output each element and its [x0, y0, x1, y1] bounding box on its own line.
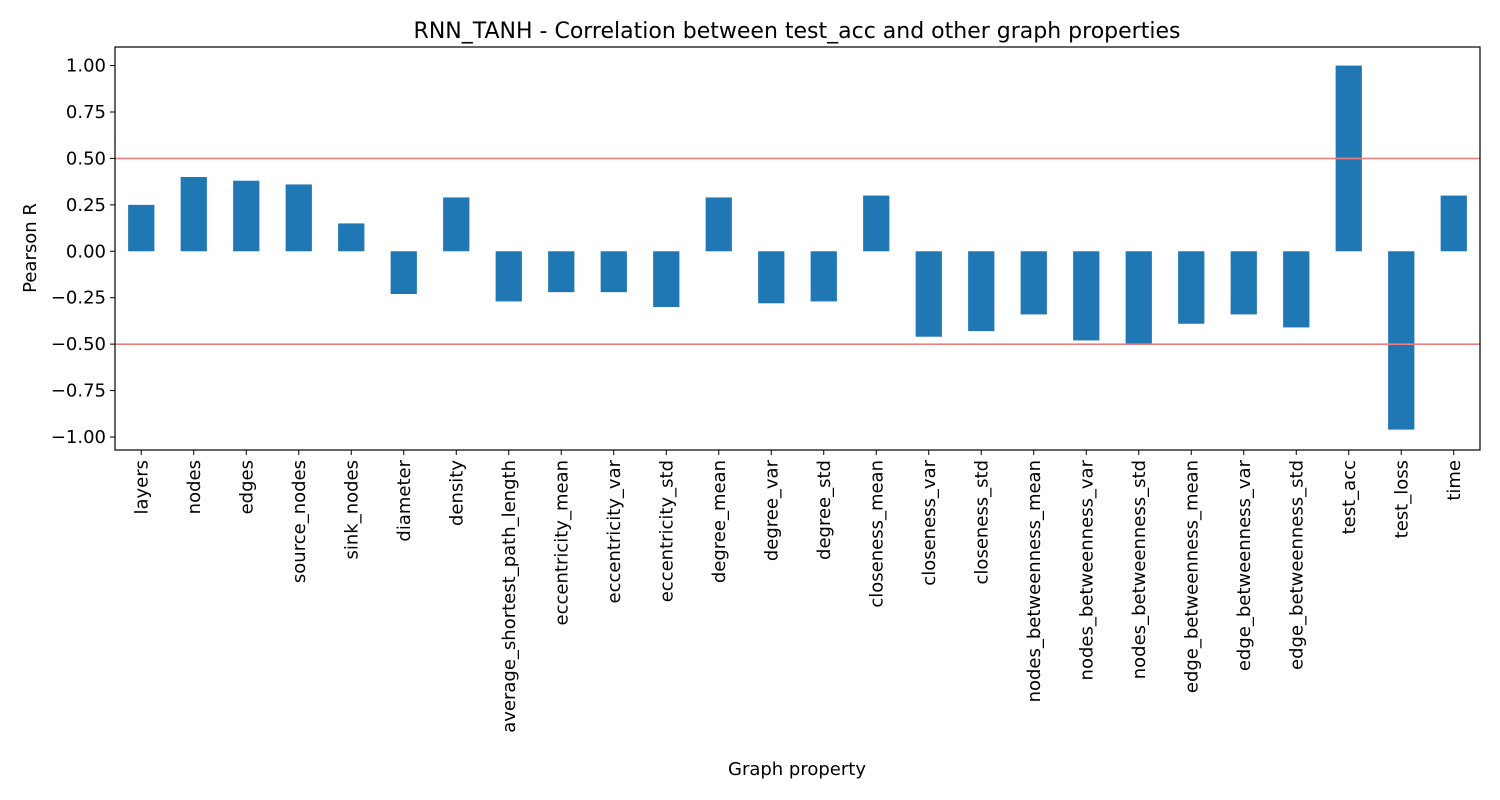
bar-nodes — [180, 177, 207, 252]
x-tick-label: degree_var — [761, 459, 782, 561]
bar-nodes-betweenness-var — [1073, 251, 1100, 341]
x-tick-label: test_loss — [1391, 460, 1412, 538]
bar-edge-betweenness-std — [1283, 251, 1310, 328]
bar-density — [443, 197, 470, 252]
x-tick-label: edges — [236, 460, 257, 514]
x-axis: layers nodes edges source_nodes sink_nodes di… — [131, 450, 1465, 733]
chart-title: RNN_TANH - Correlation between test_acc … — [414, 19, 1181, 44]
bars — [128, 65, 1467, 430]
x-tick-label: average_shortest_path_length — [499, 460, 520, 733]
bar-diameter — [390, 251, 417, 294]
bar-edges — [233, 180, 260, 252]
y-tick-label: 0.00 — [66, 241, 106, 262]
y-tick-label: 1.00 — [66, 56, 106, 77]
bar-closeness-mean — [863, 195, 890, 252]
x-tick-label: diameter — [394, 459, 415, 541]
bar-test-loss — [1388, 251, 1415, 430]
y-tick-label: −0.75 — [51, 381, 106, 402]
x-tick-label: eccentricity_var — [604, 459, 625, 603]
bar-eccentricity-mean — [548, 251, 575, 293]
bar-nodes-betweenness-mean — [1020, 251, 1047, 315]
x-tick-label: test_acc — [1339, 460, 1360, 534]
bar-eccentricity-var — [600, 251, 627, 293]
x-tick-label: nodes_betweenness_mean — [1024, 460, 1045, 702]
x-tick-label: eccentricity_mean — [551, 460, 572, 625]
x-tick-label: time — [1444, 460, 1465, 501]
bar-average-shortest-path-length — [495, 251, 522, 302]
y-tick-label: −1.00 — [51, 427, 106, 448]
x-tick-label: closeness_mean — [866, 460, 887, 608]
reference-lines — [115, 157, 1480, 345]
bar-edge-betweenness-mean — [1178, 251, 1205, 324]
x-tick-label: edge_betweenness_var — [1234, 459, 1255, 671]
bar-eccentricity-std — [653, 251, 680, 307]
x-tick-label: source_nodes — [289, 460, 310, 583]
bar-closeness-std — [968, 251, 995, 332]
x-tick-label: nodes — [184, 460, 205, 514]
bar-layers — [128, 204, 155, 252]
bar-closeness-var — [915, 251, 942, 337]
y-tick-label: 0.50 — [66, 148, 106, 169]
y-tick-label: −0.25 — [51, 288, 106, 309]
bar-degree-mean — [705, 197, 732, 252]
x-tick-label: edge_betweenness_mean — [1181, 460, 1202, 693]
x-axis-title: Graph property — [728, 759, 866, 780]
x-tick-label: closeness_std — [971, 460, 992, 584]
x-tick-label: nodes_betweenness_var — [1076, 459, 1097, 680]
x-tick-label: nodes_betweenness_std — [1129, 460, 1150, 679]
bar-time — [1440, 195, 1467, 252]
y-axis: 1.00 0.75 0.50 0.25 0.00 −0.25 −0.50 −0.75 −1.00 — [51, 56, 115, 448]
x-tick-label: sink_nodes — [341, 460, 362, 560]
x-tick-label: layers — [131, 460, 152, 515]
x-tick-label: closeness_var — [919, 459, 940, 585]
y-tick-label: 0.75 — [66, 102, 106, 123]
x-tick-label: degree_std — [814, 460, 835, 560]
bar-nodes-betweenness-std — [1125, 251, 1152, 345]
y-tick-label: −0.50 — [51, 334, 106, 355]
y-tick-label: 0.25 — [66, 195, 106, 216]
x-tick-label: edge_betweenness_std — [1286, 460, 1307, 670]
bar-degree-var — [758, 251, 785, 304]
bar-sink-nodes — [338, 223, 365, 252]
plot-frame — [114, 46, 1481, 451]
y-axis-title: Pearson R — [20, 203, 41, 293]
x-tick-label: density — [446, 460, 467, 526]
bar-source-nodes — [285, 184, 312, 252]
x-tick-label: degree_mean — [709, 460, 730, 583]
bar-degree-std — [810, 251, 837, 302]
x-tick-label: eccentricity_std — [656, 460, 677, 602]
bar-edge-betweenness-var — [1230, 251, 1257, 315]
